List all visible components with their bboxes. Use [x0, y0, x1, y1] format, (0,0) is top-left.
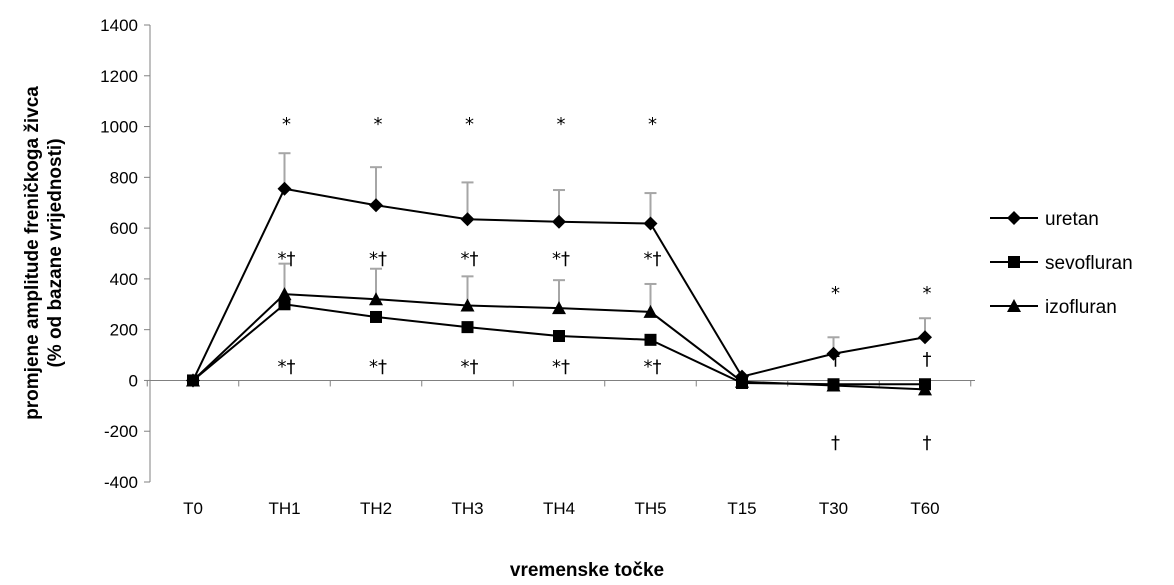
legend-marker-izofluran — [1007, 299, 1021, 312]
significance-marker: *† — [644, 356, 662, 377]
x-tick-label: TH2 — [360, 499, 392, 518]
y-tick-label: 0 — [129, 371, 138, 390]
significance-marker: *† — [552, 249, 570, 270]
y-tick-label: 1400 — [100, 16, 138, 35]
significance-marker: *† — [461, 249, 479, 270]
point-uretan — [460, 212, 475, 227]
y-tick-label: 1000 — [100, 118, 138, 137]
y-tick-label: 800 — [110, 168, 138, 187]
y-tick-label: 200 — [110, 321, 138, 340]
point-sevofluran — [461, 321, 474, 334]
y-tick-label: -400 — [104, 473, 138, 492]
x-tick-label: TH5 — [634, 499, 666, 518]
significance-marker: *† — [461, 356, 479, 377]
y-axis-title-line1: promjene amplitude freničkoga živca — [22, 86, 43, 420]
legend-label-izofluran: izofluran — [1045, 297, 1117, 318]
point-uretan — [643, 216, 658, 231]
significance-marker: *† — [278, 249, 296, 270]
x-tick-label: T60 — [910, 499, 939, 518]
y-tick-label: -200 — [104, 422, 138, 441]
point-izofluran — [369, 292, 383, 306]
point-uretan — [552, 214, 566, 229]
significance-marker: † — [831, 433, 840, 454]
y-tick-label: 1200 — [100, 67, 138, 86]
y-tick-label: 400 — [110, 270, 138, 289]
legend-marker-uretan — [1007, 211, 1021, 225]
point-izofluran — [918, 382, 932, 396]
legend-label-uretan: uretan — [1045, 209, 1099, 230]
point-izofluran — [460, 298, 475, 312]
point-uretan — [369, 198, 383, 213]
significance-marker: † — [923, 349, 932, 370]
point-sevofluran — [278, 298, 291, 311]
point-izofluran — [735, 374, 749, 388]
x-tick-label: TH3 — [451, 499, 483, 518]
significance-marker: * — [465, 114, 474, 135]
significance-marker: * — [831, 283, 840, 304]
point-izofluran — [643, 304, 658, 318]
x-tick-label: T0 — [183, 499, 203, 518]
significance-marker: *† — [278, 356, 296, 377]
significance-marker: † — [923, 433, 932, 454]
x-tick-label: T15 — [727, 499, 756, 518]
y-axis-title-line2: (% od bazane vrijednosti) — [45, 138, 66, 367]
significance-marker: *† — [552, 356, 570, 377]
x-tick-label: TH1 — [268, 499, 300, 518]
point-izofluran — [277, 287, 292, 301]
point-izofluran — [552, 301, 566, 315]
point-sevofluran — [370, 310, 382, 323]
significance-marker: * — [557, 114, 566, 135]
significance-marker: *† — [369, 249, 387, 270]
x-tick-label: T30 — [819, 499, 848, 518]
significance-marker: * — [374, 114, 383, 135]
point-sevofluran — [553, 330, 565, 343]
significance-marker: *† — [369, 356, 387, 377]
point-uretan — [918, 330, 932, 345]
x-axis-title: vremenske točke — [510, 560, 664, 581]
significance-marker: * — [923, 283, 932, 304]
significance-marker: † — [831, 349, 840, 370]
x-tick-label: TH4 — [543, 499, 575, 518]
point-uretan — [277, 181, 292, 196]
point-izofluran — [186, 373, 200, 387]
significance-marker: * — [648, 114, 657, 135]
legend-label-sevofluran: sevofluran — [1045, 253, 1133, 274]
point-uretan — [826, 346, 841, 361]
legend-marker-sevofluran — [1008, 256, 1020, 268]
significance-marker: * — [282, 114, 291, 135]
significance-marker: *† — [644, 249, 662, 270]
point-izofluran — [826, 378, 841, 392]
point-sevofluran — [644, 333, 657, 346]
y-tick-label: 600 — [110, 219, 138, 238]
